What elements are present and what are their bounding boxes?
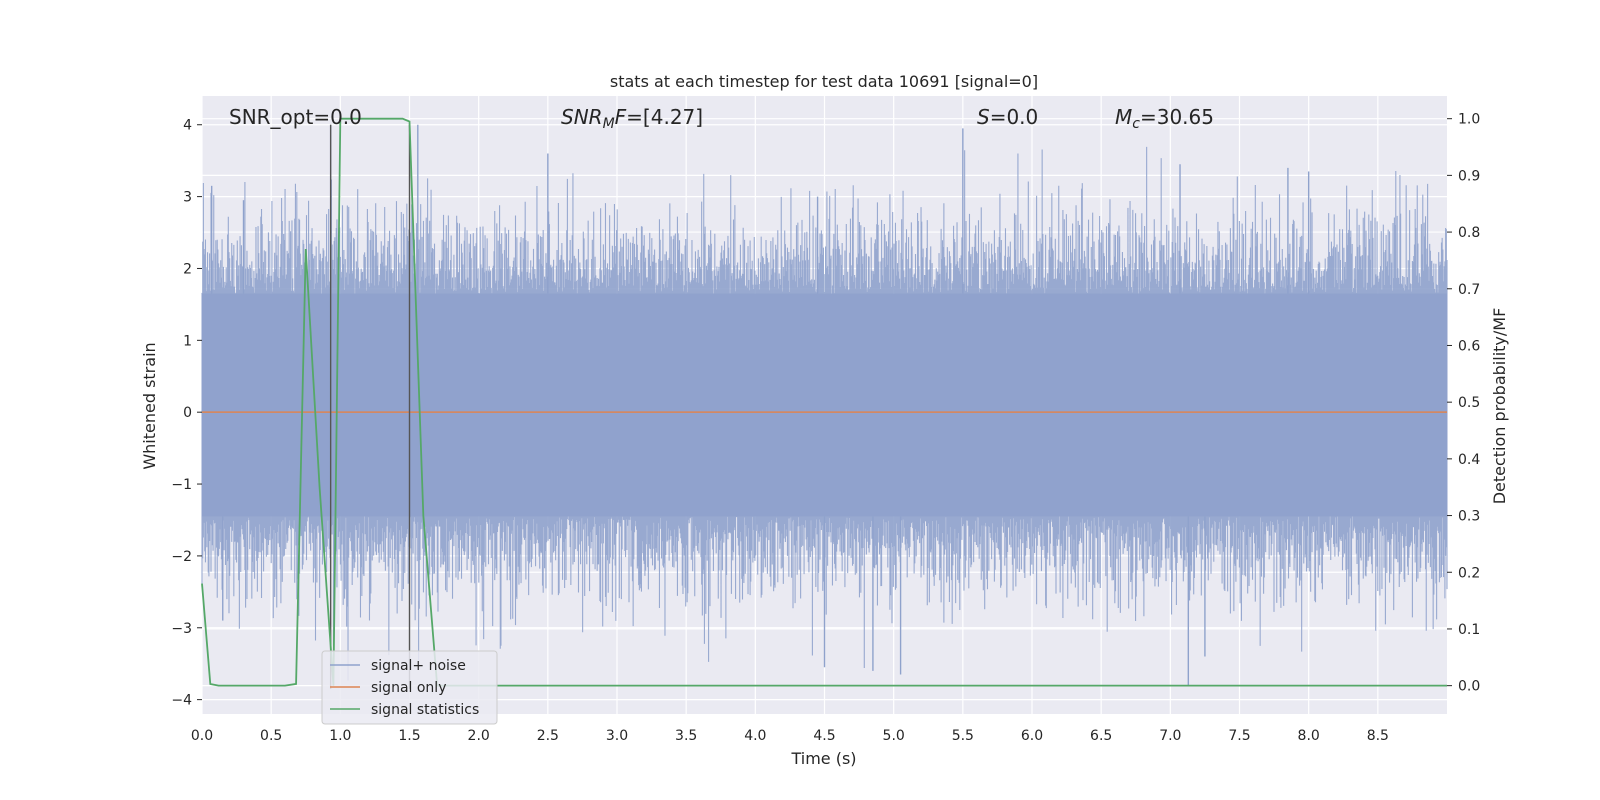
y-tick-label: 2 xyxy=(183,261,192,277)
snr-mf-annotation: SNRMF=[4.27] xyxy=(561,105,703,132)
legend-label-signal-only: signal only xyxy=(371,680,446,696)
y-right-tick-label: 0.9 xyxy=(1458,168,1480,184)
x-tick-label: 1.5 xyxy=(398,728,420,744)
y-right-tick-label: 0.4 xyxy=(1458,452,1480,468)
y-right-tick-label: 0.7 xyxy=(1458,282,1480,298)
x-tick-label: 2.0 xyxy=(468,728,490,744)
y-right-tick-label: 0.1 xyxy=(1458,622,1480,638)
y-tick-label: 4 xyxy=(183,118,192,134)
s-annotation: S=0.0 xyxy=(977,105,1038,129)
x-tick-label: 0.0 xyxy=(191,728,213,744)
x-tick-label: 4.0 xyxy=(744,728,766,744)
snr-opt-annotation: SNR_opt=0.0 xyxy=(229,105,362,129)
y-axis-right-ticks: 1.0 0.9 0.8 0.7 0.6 0.5 0.4 0.3 0.2 0.1 0.0 xyxy=(1447,112,1480,695)
x-tick-label: 8.5 xyxy=(1367,728,1389,744)
x-tick-label: 6.0 xyxy=(1021,728,1043,744)
x-tick-label: 3.0 xyxy=(606,728,628,744)
vertical-markers xyxy=(329,124,411,689)
y-right-tick-label: 0.6 xyxy=(1458,338,1480,354)
x-axis-ticks: 0.0 0.5 1.0 1.5 2.0 2.5 3.0 3.5 4.0 4.5 5.0 5.5 6.0 6… xyxy=(191,728,1389,744)
y-axis-right-title: Detection probability/MF xyxy=(1490,308,1509,505)
x-tick-label: 6.5 xyxy=(1090,728,1112,744)
y-tick-label: −4 xyxy=(171,693,192,709)
x-tick-label: 0.5 xyxy=(260,728,282,744)
signal-statistics-line xyxy=(201,117,1447,687)
y-right-tick-label: 0.5 xyxy=(1458,395,1480,411)
x-tick-label: 7.5 xyxy=(1228,728,1250,744)
mc-value: =30.65 xyxy=(1140,105,1214,129)
signal-statistics-series xyxy=(201,117,1447,687)
mc-annotation: Mc=30.65 xyxy=(1115,105,1214,132)
y-tick-label: 0 xyxy=(183,405,192,421)
x-tick-label: 5.0 xyxy=(883,728,905,744)
y-axis-ticks: 4 3 2 1 0 −1 −2 −3 −4 xyxy=(171,118,202,709)
y-tick-label: −1 xyxy=(171,477,192,493)
x-tick-label: 8.0 xyxy=(1298,728,1320,744)
legend: signal+ noise signal only signal statist… xyxy=(321,650,498,725)
y-right-tick-label: 0.2 xyxy=(1458,565,1480,581)
legend-label-signal-statistics: signal statistics xyxy=(371,702,479,718)
snr-mf-main: SNR xyxy=(561,105,603,129)
y-tick-label: −2 xyxy=(171,549,192,565)
noise-spikes xyxy=(201,146,1448,681)
s-symbol: S xyxy=(977,105,990,129)
y-axis-title: Whitened strain xyxy=(140,342,159,469)
y-right-tick-label: 1.0 xyxy=(1458,112,1480,128)
legend-label-signal-noise: signal+ noise xyxy=(371,658,466,674)
x-axis-title: Time (s) xyxy=(790,749,856,768)
x-tick-label: 2.5 xyxy=(537,728,559,744)
y-tick-label: −3 xyxy=(171,621,192,637)
y-tick-label: 1 xyxy=(183,333,192,349)
x-tick-label: 5.5 xyxy=(952,728,974,744)
y-right-tick-label: 0.3 xyxy=(1458,509,1480,525)
mc-sub: c xyxy=(1132,116,1140,132)
snr-mf-sub: M xyxy=(603,116,615,132)
y-right-tick-label: 0.8 xyxy=(1458,225,1480,241)
snr-mf-rest: F xyxy=(615,105,627,129)
legend-box xyxy=(321,650,498,725)
y-tick-label: 3 xyxy=(183,190,192,206)
mc-symbol: M xyxy=(1115,105,1132,129)
x-tick-label: 7.0 xyxy=(1159,728,1181,744)
snr-mf-value: =[4.27] xyxy=(626,105,703,129)
x-tick-label: 3.5 xyxy=(675,728,697,744)
s-value: =0.0 xyxy=(990,105,1039,129)
x-tick-label: 1.0 xyxy=(329,728,351,744)
y-right-tick-label: 0.0 xyxy=(1458,679,1480,695)
chart-title: stats at each timestep for test data 106… xyxy=(610,72,1038,91)
x-tick-label: 4.5 xyxy=(813,728,835,744)
